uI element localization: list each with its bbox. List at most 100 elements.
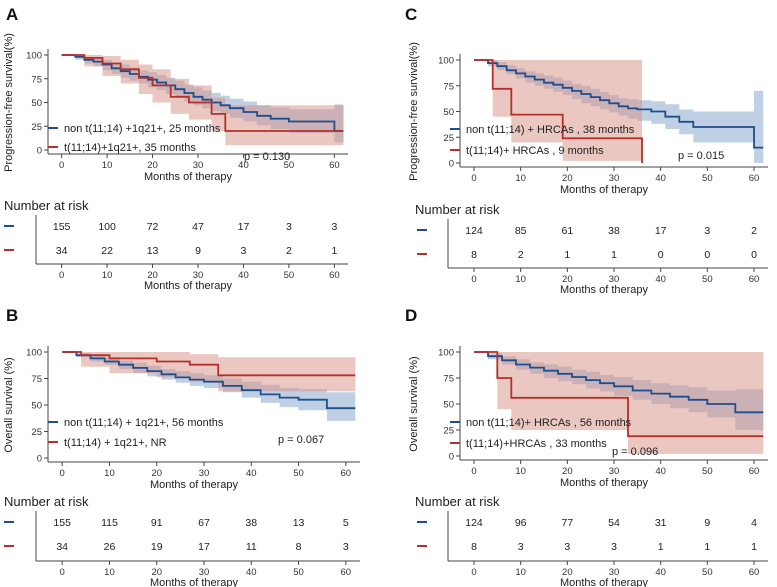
km-curve-red: [474, 351, 764, 438]
p-value: p = 0.067: [278, 434, 324, 446]
risk-x-tick-label: 50: [702, 567, 713, 578]
risk-x-tick-label: 60: [329, 270, 340, 281]
risk-x-tick-label: 30: [193, 270, 204, 281]
risk-table-title: Number at risk: [4, 494, 89, 509]
ci-band-red: [474, 60, 642, 163]
y-tick-label: 0: [37, 454, 42, 465]
legend-label-blue: non t(11;14)+ HRCAs , 56 months: [466, 417, 632, 429]
p-value: p = 0.015: [678, 150, 724, 162]
y-tick-label: 100: [438, 56, 454, 67]
risk-count: 1: [704, 541, 710, 553]
risk-x-tick-label: 20: [562, 567, 573, 578]
risk-count: 38: [608, 225, 620, 237]
x-axis-label: Months of therapy: [560, 184, 649, 196]
km-curve-blue: [474, 59, 764, 149]
risk-count: 72: [147, 221, 159, 233]
x-tick-label: 40: [238, 160, 249, 171]
y-tick-label: 100: [26, 348, 42, 359]
risk-x-axis-label: Months of therapy: [150, 577, 239, 587]
x-tick-label: 30: [199, 468, 210, 479]
y-tick-label: 75: [31, 74, 42, 85]
risk-count: 1: [751, 541, 757, 553]
km-curve-red: [474, 59, 643, 163]
risk-count: 0: [751, 249, 757, 261]
risk-table-title: Number at risk: [415, 494, 500, 509]
ci-band-red: [474, 352, 764, 454]
risk-x-tick-label: 30: [609, 567, 620, 578]
risk-count: 1: [658, 541, 664, 553]
legend-label-red: t(11;14)+1q21+, 35 months: [64, 142, 196, 154]
x-tick-label: 10: [102, 160, 113, 171]
risk-count: 34: [56, 245, 68, 257]
km-curve-red: [62, 351, 356, 377]
y-tick-label: 25: [31, 122, 42, 133]
risk-x-tick-label: 60: [749, 274, 760, 285]
risk-count: 77: [561, 517, 573, 529]
risk-x-axis-label: Months of therapy: [560, 284, 649, 296]
p-value: p = 0.130: [244, 151, 290, 163]
y-tick-label: 0: [449, 452, 454, 463]
x-axis-label: Months of therapy: [144, 171, 233, 183]
risk-count: 34: [56, 541, 68, 553]
risk-count: 124: [465, 517, 483, 529]
panel-letter: D: [405, 306, 417, 325]
risk-count: 3: [343, 541, 349, 553]
risk-count: 3: [241, 245, 247, 257]
x-tick-label: 40: [246, 468, 257, 479]
x-tick-label: 30: [609, 466, 620, 477]
risk-count: 124: [465, 225, 483, 237]
legend-label-red: t(11;14)+ HRCAs , 9 months: [466, 145, 604, 157]
km-curve-red: [61, 54, 344, 132]
risk-x-tick-label: 20: [562, 274, 573, 285]
y-axis-label: Overall survival (%): [3, 357, 15, 452]
p-value: p = 0.096: [612, 446, 658, 458]
y-axis-label: Progression-free survival(%): [408, 42, 420, 181]
x-tick-label: 30: [193, 160, 204, 171]
risk-x-tick-label: 10: [102, 270, 113, 281]
risk-x-tick-label: 10: [515, 274, 526, 285]
x-axis-label: Months of therapy: [560, 477, 649, 489]
y-tick-label: 25: [443, 426, 454, 437]
x-tick-label: 60: [749, 466, 760, 477]
risk-count: 3: [286, 221, 292, 233]
risk-count: 1: [611, 249, 617, 261]
risk-x-tick-label: 0: [60, 567, 65, 578]
risk-x-tick-label: 20: [147, 270, 158, 281]
x-tick-label: 0: [60, 468, 65, 479]
risk-count: 1: [331, 245, 337, 257]
risk-count: 3: [564, 541, 570, 553]
x-tick-label: 40: [655, 466, 666, 477]
risk-count: 3: [611, 541, 617, 553]
x-tick-label: 50: [293, 468, 304, 479]
risk-table-title: Number at risk: [415, 202, 500, 217]
x-tick-label: 10: [515, 173, 526, 184]
risk-x-tick-label: 10: [104, 567, 115, 578]
risk-x-tick-label: 50: [284, 270, 295, 281]
risk-count: 9: [704, 517, 710, 529]
risk-count: 17: [198, 541, 210, 553]
risk-count: 5: [343, 517, 349, 529]
risk-count: 9: [195, 245, 201, 257]
x-tick-label: 20: [562, 173, 573, 184]
risk-count: 19: [151, 541, 163, 553]
risk-count: 3: [704, 225, 710, 237]
risk-count: 38: [245, 517, 257, 529]
risk-count: 54: [608, 517, 620, 529]
x-tick-label: 40: [655, 173, 666, 184]
risk-count: 155: [53, 221, 71, 233]
legend-label-red: t(11;14)+HRCAs , 33 months: [466, 438, 607, 450]
y-tick-label: 75: [443, 81, 454, 92]
x-tick-label: 50: [702, 173, 713, 184]
risk-x-tick-label: 40: [655, 274, 666, 285]
risk-x-tick-label: 10: [515, 567, 526, 578]
risk-x-tick-label: 40: [238, 270, 249, 281]
y-tick-label: 25: [443, 133, 454, 144]
risk-x-tick-label: 0: [471, 567, 476, 578]
x-tick-label: 50: [702, 466, 713, 477]
risk-count: 100: [98, 221, 116, 233]
risk-x-tick-label: 50: [702, 274, 713, 285]
y-tick-label: 50: [443, 400, 454, 411]
risk-count: 8: [471, 249, 477, 261]
